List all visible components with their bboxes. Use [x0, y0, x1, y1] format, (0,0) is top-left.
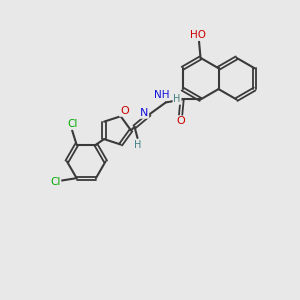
Text: O: O: [176, 116, 185, 127]
Text: Cl: Cl: [67, 119, 77, 129]
Text: NH: NH: [154, 90, 169, 100]
Text: H: H: [173, 94, 181, 104]
Text: N: N: [140, 108, 148, 118]
Text: H: H: [134, 140, 142, 150]
Text: O: O: [120, 106, 129, 116]
Text: Cl: Cl: [50, 177, 60, 187]
Text: HO: HO: [190, 30, 206, 40]
